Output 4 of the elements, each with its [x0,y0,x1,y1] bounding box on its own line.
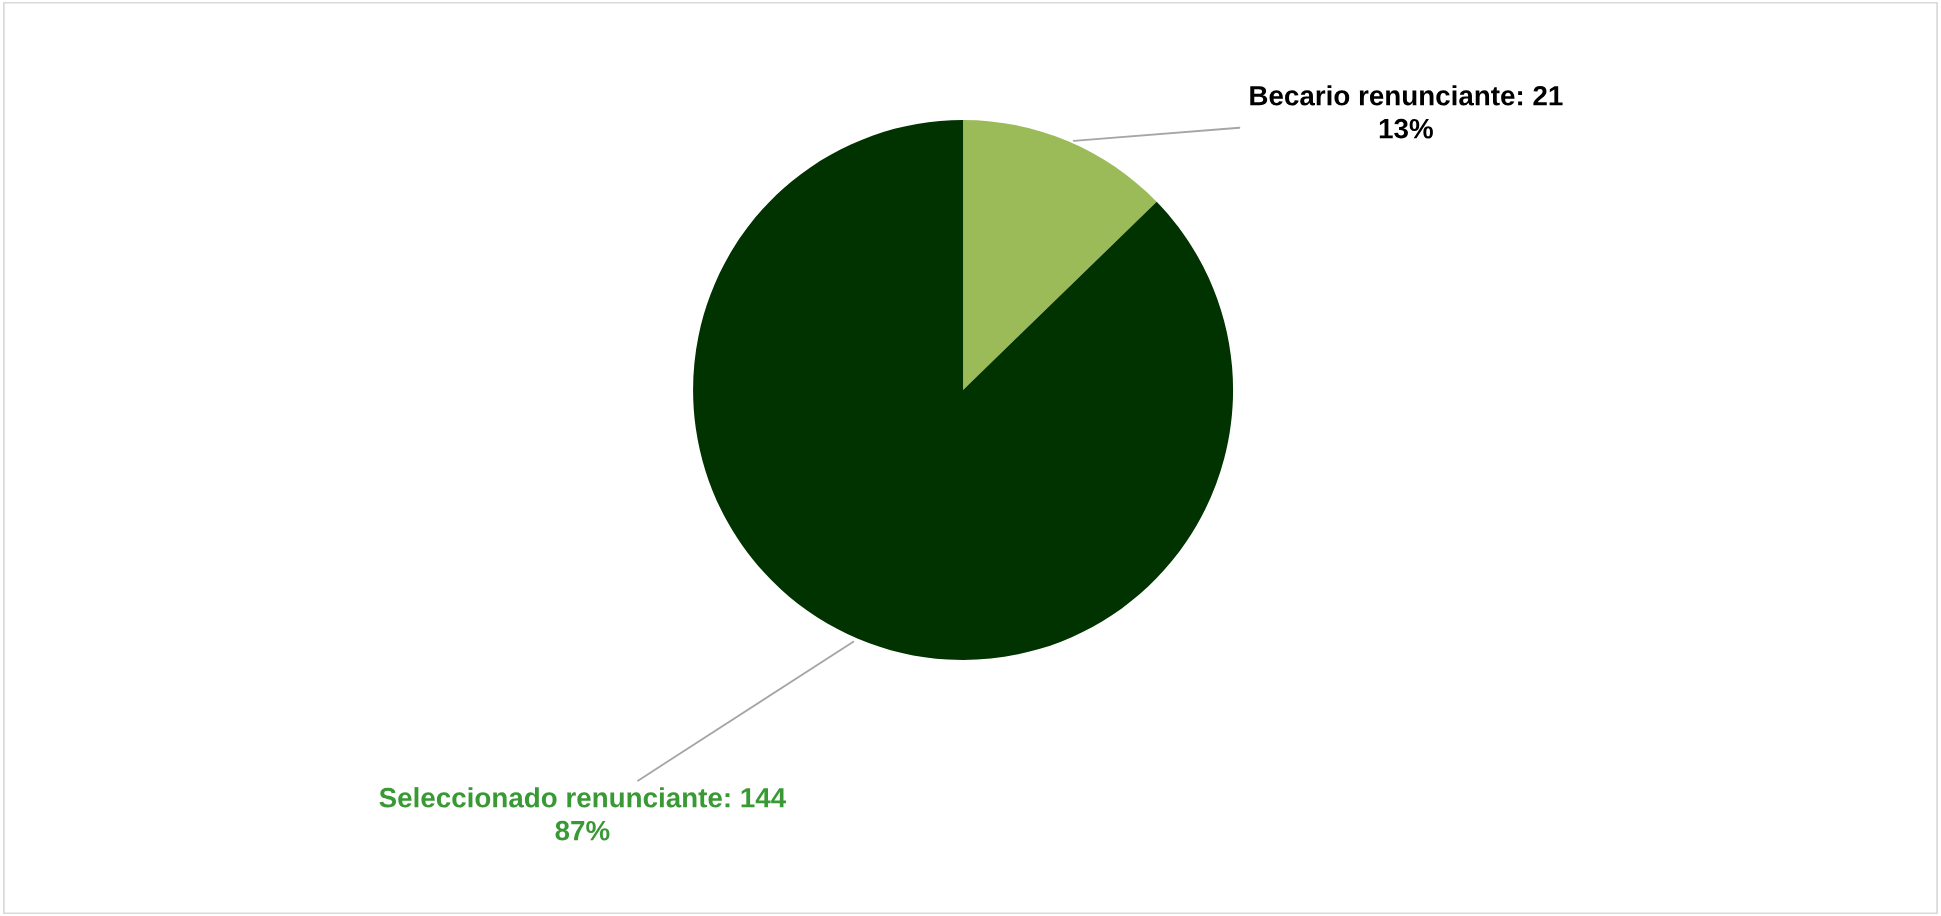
slice-label: Seleccionado renunciante: 144 87% [379,787,787,841]
pie-slice [693,119,1234,660]
slice-label: Becario renunciante: 21 13% [1250,85,1563,139]
pie-slice [963,119,1157,390]
